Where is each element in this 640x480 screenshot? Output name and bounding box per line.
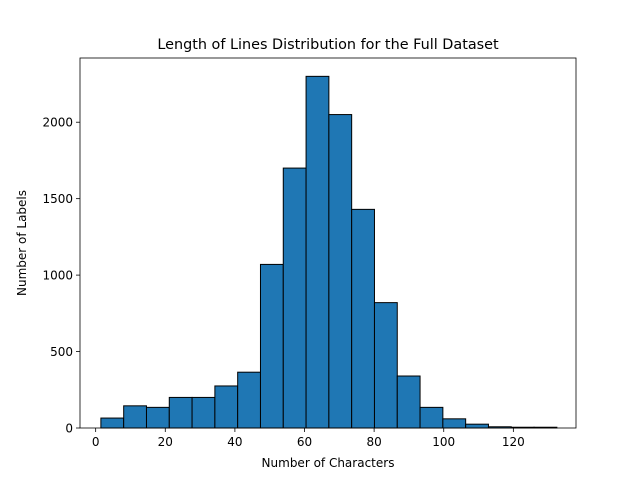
y-tick-label: 1000 — [42, 269, 73, 283]
histogram-bar — [145, 406, 170, 429]
y-tick-label: 500 — [50, 345, 73, 359]
histogram-bar — [396, 375, 421, 429]
histogram-bar — [191, 396, 216, 429]
histogram-bar — [100, 417, 125, 429]
chart-title: Length of Lines Distribution for the Ful… — [157, 37, 499, 53]
x-tick-label: 60 — [297, 435, 312, 449]
histogram-bar — [259, 263, 284, 429]
y-axis-label: Number of Labels — [15, 190, 29, 296]
histogram-bar — [373, 302, 398, 429]
x-tick-label: 40 — [227, 435, 242, 449]
x-tick-label: 80 — [366, 435, 381, 449]
y-tick-label: 1500 — [42, 192, 73, 206]
histogram-bar — [282, 167, 307, 429]
y-tick-label: 0 — [65, 422, 73, 436]
histogram-bar — [442, 418, 467, 429]
x-tick-label: 20 — [158, 435, 173, 449]
bars-group — [100, 75, 558, 429]
histogram-bar — [123, 405, 147, 429]
y-tick-label: 2000 — [42, 116, 73, 130]
histogram-bar — [237, 371, 261, 429]
x-tick-label: 0 — [92, 435, 100, 449]
x-tick-label: 100 — [432, 435, 455, 449]
histogram-bar — [328, 114, 353, 429]
histogram-bar — [168, 396, 193, 429]
y-axis-ticks: 0 500 1000 1500 2000 — [42, 116, 80, 436]
x-axis-label: Number of Characters — [262, 456, 395, 470]
histogram-bar — [214, 385, 239, 429]
histogram-bar — [305, 75, 330, 429]
histogram-bar — [465, 423, 489, 429]
plot-frame — [79, 57, 577, 429]
x-axis-ticks: 0 20 40 60 80 100 120 — [92, 428, 525, 449]
histogram-bar — [351, 208, 375, 429]
histogram-bar — [419, 406, 444, 429]
x-tick-label: 120 — [502, 435, 525, 449]
